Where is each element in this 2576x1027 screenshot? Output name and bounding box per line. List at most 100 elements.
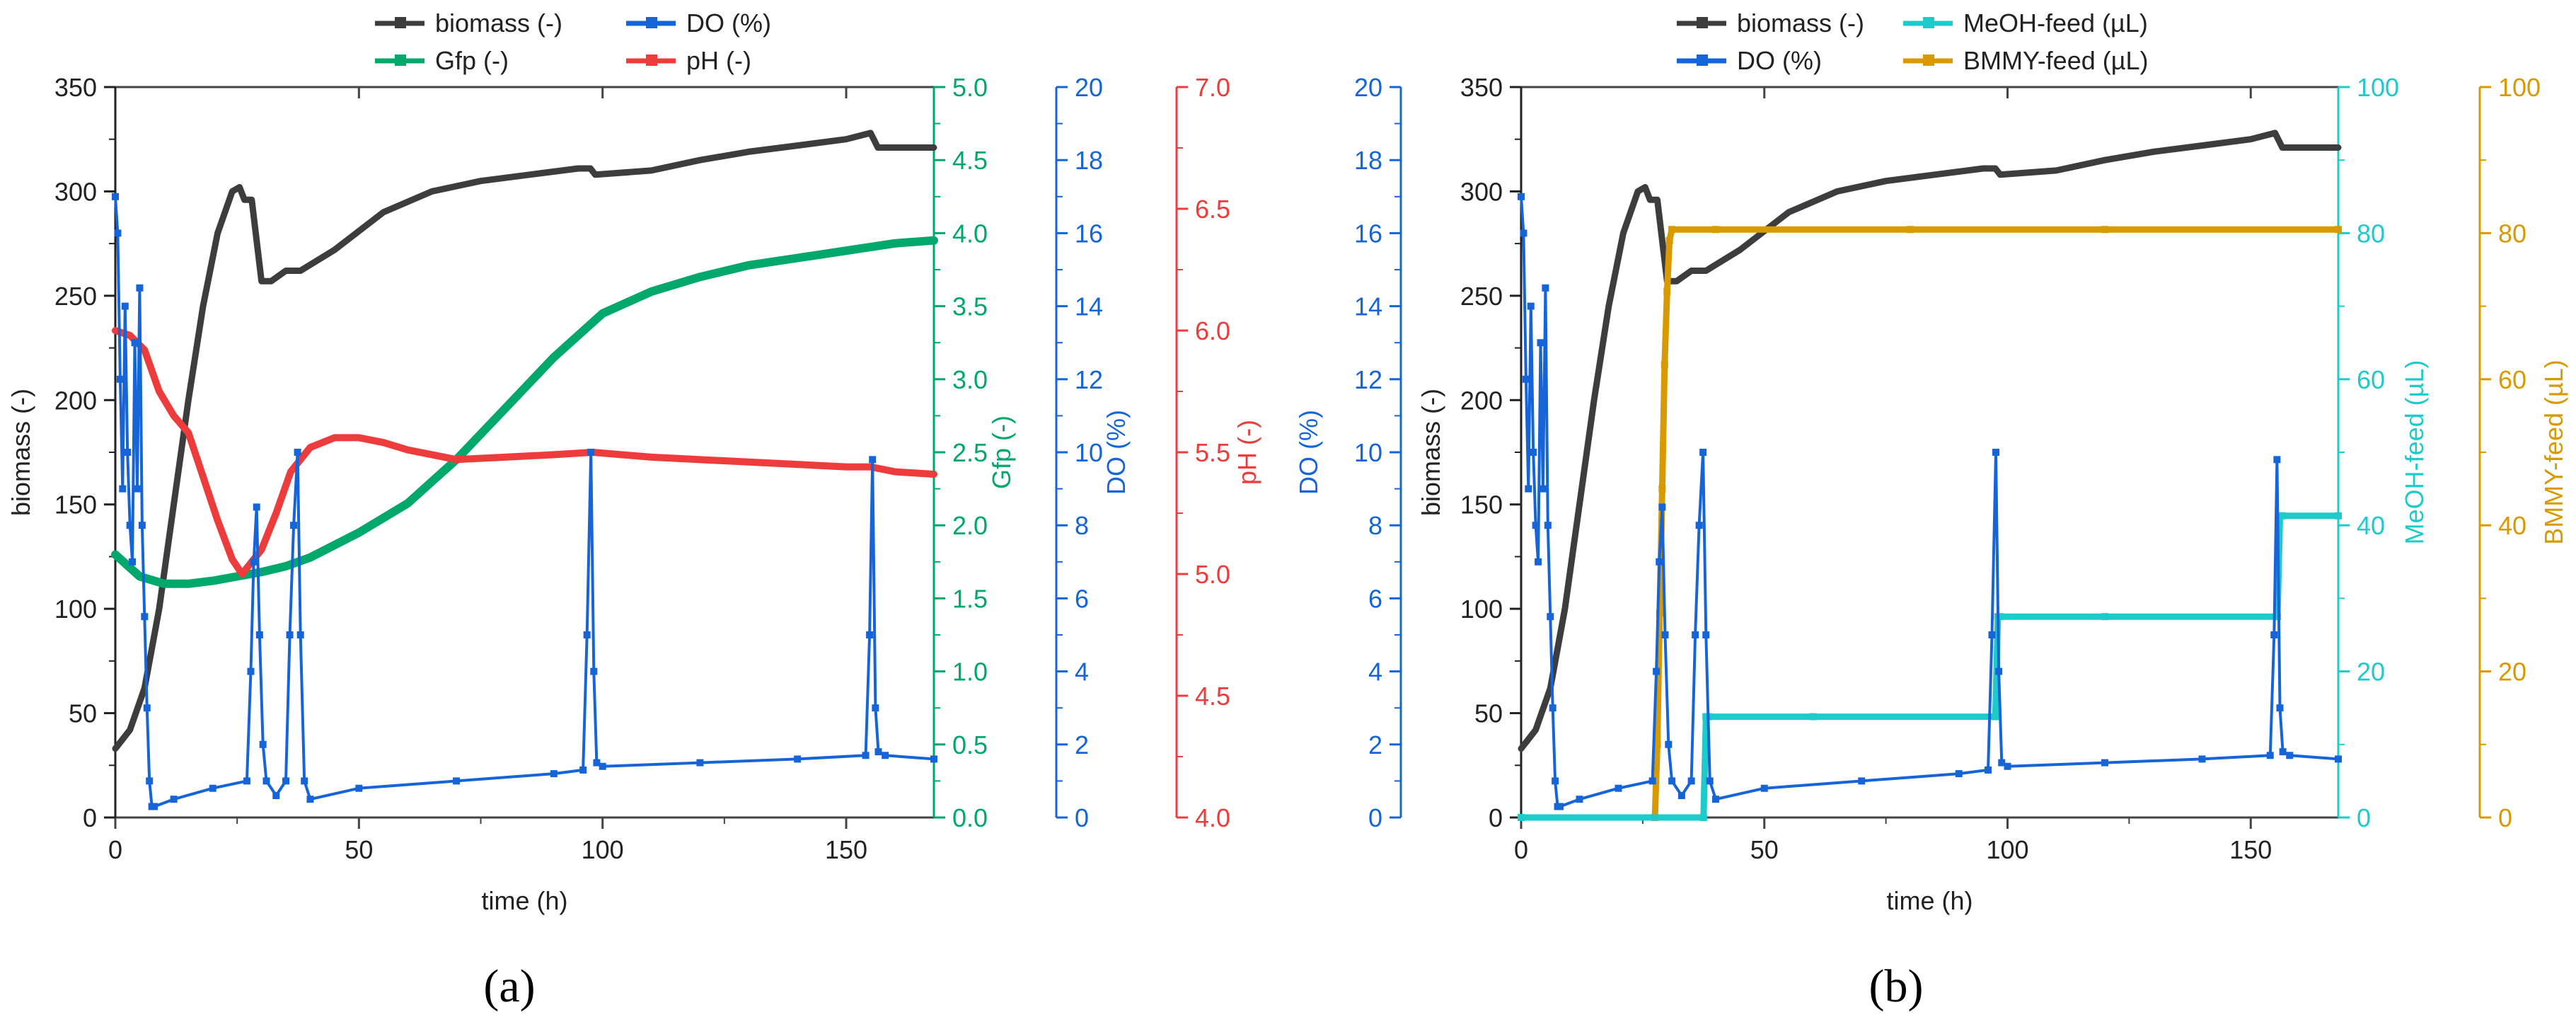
caption-b: (b) <box>1869 960 1924 1012</box>
series-line-do <box>1520 195 2340 808</box>
x-tick-label: 150 <box>825 835 867 864</box>
x-tick-label: 0 <box>108 835 122 864</box>
y-tick-label: 150 <box>54 490 97 520</box>
data-point-do <box>301 777 308 785</box>
y-axis-biomass: 0 50 100 150 200 250 300 350 biomass (-) <box>6 73 117 832</box>
y-tick-label: 4.5 <box>952 146 988 175</box>
data-point-bmmy <box>1663 287 1671 295</box>
data-point-do <box>794 755 802 763</box>
data-point-do <box>143 704 151 712</box>
series-line-biomass <box>112 130 937 752</box>
y-tick-label: 5.0 <box>1195 560 1230 589</box>
data-point-bmmy <box>1668 226 1676 234</box>
data-point-do <box>1532 522 1540 529</box>
data-point-do <box>272 792 280 800</box>
data-point-do <box>696 759 704 767</box>
data-point-do <box>1656 558 1663 566</box>
y-tick-label: 80 <box>2498 219 2526 248</box>
data-point-meoh <box>1518 814 1525 821</box>
y-tick-label: 1.5 <box>952 584 988 613</box>
data-point-do <box>1998 759 2006 767</box>
y-tick-label: 100 <box>2498 73 2541 102</box>
data-point-meoh <box>1699 814 1707 821</box>
y-tick-label: 350 <box>54 73 97 102</box>
x-tick-label: 150 <box>2229 835 2272 864</box>
data-point-do <box>1518 193 1525 200</box>
data-point-do <box>124 449 132 456</box>
series-do <box>112 193 937 810</box>
data-point-do <box>550 770 558 778</box>
data-point-do <box>296 631 304 638</box>
y-tick-label: 2.0 <box>952 511 988 540</box>
y-tick-label: 40 <box>2357 511 2385 540</box>
data-point-do <box>930 755 937 763</box>
legend-marker-ph <box>646 54 657 66</box>
data-point-meoh <box>1997 613 2004 621</box>
y-axis-title-do: DO (%) <box>1102 410 1131 495</box>
data-point-do <box>1661 631 1669 638</box>
y-tick-label: 0 <box>2357 803 2371 832</box>
data-point-do <box>112 193 119 200</box>
data-point-do <box>1699 449 1707 456</box>
data-point-do <box>126 522 134 529</box>
legend-label-biomass: biomass (-) <box>1737 8 1864 38</box>
legend-label-meoh: MeOH-feed (µL) <box>1963 8 2148 38</box>
data-point-do <box>1687 777 1695 785</box>
y-tick-label: 4.0 <box>952 219 988 248</box>
y-tick-label: 100 <box>54 595 97 624</box>
y-tick-label: 14 <box>1354 292 1382 321</box>
y-axis-title-gfp: Gfp (-) <box>987 415 1016 489</box>
y-axis-bmmy: 0 20 40 60 80 100 BMMY-feed (µL) <box>2478 73 2568 832</box>
data-point-do <box>1552 777 1559 785</box>
y-tick-label: 6.5 <box>1195 195 1230 224</box>
data-point-do <box>290 522 298 529</box>
y-tick-label: 5.5 <box>1195 438 1230 467</box>
data-point-do <box>2286 752 2294 759</box>
data-point-do <box>1520 229 1527 237</box>
legend-marker-meoh <box>1923 17 1934 28</box>
data-point-do <box>1522 375 1530 383</box>
data-point-do <box>579 766 587 774</box>
data-point-do <box>2101 759 2108 767</box>
data-point-do <box>282 777 290 785</box>
legend-item-biomass: biomass (-) <box>1677 8 1864 38</box>
data-point-do <box>151 803 158 810</box>
y-tick-label: 300 <box>1460 177 1503 206</box>
data-point-meoh <box>1809 713 1817 721</box>
data-point-do <box>1535 558 1542 566</box>
data-point-do <box>141 613 149 621</box>
y-tick-label: 20 <box>1075 73 1103 102</box>
data-point-do <box>136 284 144 292</box>
legend-label-gfp: Gfp (-) <box>435 46 509 75</box>
data-point-meoh <box>2278 512 2286 520</box>
data-point-do <box>599 762 606 770</box>
data-point-meoh <box>2101 613 2108 621</box>
y-tick-label: 50 <box>1474 699 1503 728</box>
y-tick-label: 7.0 <box>1195 73 1230 102</box>
data-point-do <box>2004 762 2011 770</box>
data-point-do <box>1544 522 1552 529</box>
data-point-do <box>583 631 591 638</box>
y-tick-label: 0.0 <box>952 803 988 832</box>
data-point-do <box>255 631 263 638</box>
x-axis-title: time (h) <box>1886 886 1973 915</box>
data-point-do <box>869 456 877 464</box>
data-point-bmmy <box>1656 609 1663 617</box>
legend-label-bmmy: BMMY-feed (µL) <box>1963 46 2149 75</box>
y-axis-gfp: 0.0 0.5 1.0 1.5 2.0 2.5 3.0 3.5 4.0 4.5 5.0 Gfp (-) <box>932 73 1016 832</box>
data-point-do <box>355 784 363 792</box>
y-tick-label: 40 <box>2498 511 2526 540</box>
y-tick-label: 20 <box>2357 658 2385 687</box>
y-axis-biomass: 0 50 100 150 200 250 300 350 biomass (-) <box>1416 73 1523 832</box>
data-point-bmmy <box>1712 226 1719 234</box>
data-point-do <box>129 558 137 566</box>
data-point-do <box>250 558 258 566</box>
data-point-do <box>114 229 122 237</box>
data-point-do <box>590 667 598 675</box>
series-line-gfp <box>111 236 938 588</box>
y-tick-label: 50 <box>69 699 97 728</box>
y-axis-title-do: DO (%) <box>1294 410 1323 495</box>
data-point-do <box>453 777 461 785</box>
data-point-do <box>209 784 216 792</box>
